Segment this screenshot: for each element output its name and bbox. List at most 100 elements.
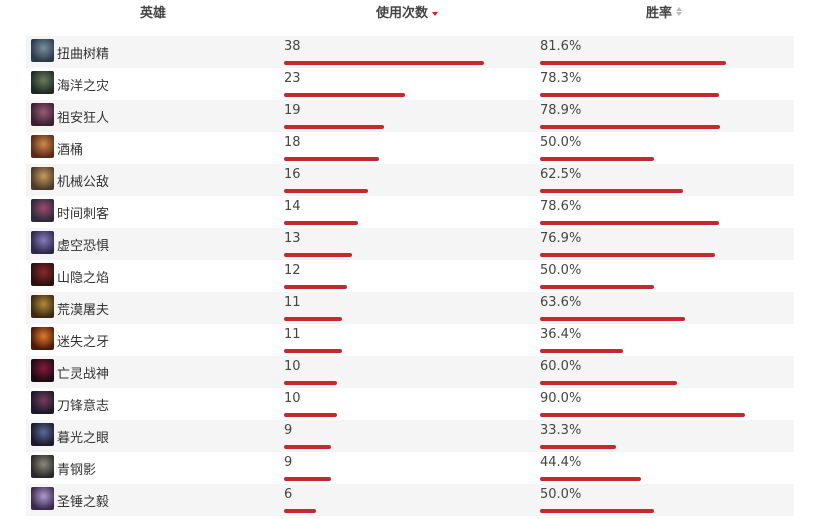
table-row[interactable]: 祖安狂人 19 78.9% <box>26 100 794 132</box>
uses-value: 38 <box>284 39 301 54</box>
uses-bar <box>284 413 337 417</box>
hero-name[interactable]: 酒桶 <box>57 143 84 158</box>
hero-name[interactable]: 亡灵战神 <box>57 367 110 382</box>
hero-avatar <box>31 167 54 190</box>
winrate-value: 90.0% <box>540 391 582 406</box>
winrate-bar <box>540 125 720 129</box>
hero-name[interactable]: 祖安狂人 <box>57 111 110 126</box>
hero-name[interactable]: 圣锤之毅 <box>57 495 110 510</box>
hero-name[interactable]: 刀锋意志 <box>57 399 110 414</box>
hero-name[interactable]: 迷失之牙 <box>57 335 110 350</box>
uses-bar <box>284 317 342 321</box>
winrate-value: 78.9% <box>540 103 582 118</box>
uses-bar <box>284 381 337 385</box>
table-row[interactable]: 山隐之焰 12 50.0% <box>26 260 794 292</box>
hero-name[interactable]: 暮光之眼 <box>57 431 110 446</box>
winrate-bar <box>540 445 616 449</box>
winrate-value: 33.3% <box>540 423 582 438</box>
hero-stats-table: 扭曲树精 38 81.6% 海洋之灾 23 78.3% 祖安狂人 19 78.9% 酒桶 18 50.… <box>26 36 794 516</box>
uses-bar <box>284 157 379 161</box>
hero-name[interactable]: 青钢影 <box>57 463 97 478</box>
uses-value: 6 <box>284 487 293 502</box>
hero-avatar <box>31 295 54 318</box>
hero-name[interactable]: 海洋之灾 <box>57 79 110 94</box>
column-header-hero-label: 英雄 <box>140 6 167 21</box>
winrate-bar <box>540 413 745 417</box>
uses-value: 14 <box>284 199 301 214</box>
column-header-uses-label[interactable]: 使用次数 <box>376 6 429 21</box>
winrate-value: 50.0% <box>540 135 582 150</box>
column-header-uses[interactable]: 使用次数 <box>376 2 439 21</box>
column-header-winrate-label[interactable]: 胜率 <box>646 6 673 21</box>
winrate-value: 76.9% <box>540 231 582 246</box>
hero-name[interactable]: 机械公敌 <box>57 175 110 190</box>
hero-avatar <box>31 487 54 510</box>
hero-name[interactable]: 扭曲树精 <box>57 47 110 62</box>
column-header-winrate[interactable]: 胜率 <box>646 2 683 21</box>
winrate-bar <box>540 349 623 353</box>
uses-value: 11 <box>284 295 301 310</box>
uses-bar <box>284 221 358 225</box>
winrate-bar <box>540 381 677 385</box>
table-row[interactable]: 迷失之牙 11 36.4% <box>26 324 794 356</box>
table-row[interactable]: 刀锋意志 10 90.0% <box>26 388 794 420</box>
uses-value: 16 <box>284 167 301 182</box>
winrate-value: 62.5% <box>540 167 582 182</box>
table-row[interactable]: 青钢影 9 44.4% <box>26 452 794 484</box>
uses-value: 10 <box>284 359 301 374</box>
hero-avatar <box>31 199 54 222</box>
uses-value: 23 <box>284 71 301 86</box>
winrate-bar <box>540 93 719 97</box>
winrate-bar <box>540 253 715 257</box>
table-row[interactable]: 海洋之灾 23 78.3% <box>26 68 794 100</box>
uses-value: 11 <box>284 327 301 342</box>
hero-avatar <box>31 71 54 94</box>
uses-bar <box>284 253 352 257</box>
table-row[interactable]: 暮光之眼 9 33.3% <box>26 420 794 452</box>
winrate-bar <box>540 61 726 65</box>
hero-avatar <box>31 391 54 414</box>
uses-bar <box>284 477 331 481</box>
winrate-bar <box>540 157 654 161</box>
uses-value: 18 <box>284 135 301 150</box>
table-row[interactable]: 酒桶 18 50.0% <box>26 132 794 164</box>
uses-bar <box>284 349 342 353</box>
table-row[interactable]: 扭曲树精 38 81.6% <box>26 36 794 68</box>
table-row[interactable]: 虚空恐惧 13 76.9% <box>26 228 794 260</box>
winrate-bar <box>540 509 654 513</box>
hero-name[interactable]: 虚空恐惧 <box>57 239 110 254</box>
table-row[interactable]: 机械公敌 16 62.5% <box>26 164 794 196</box>
winrate-value: 60.0% <box>540 359 582 374</box>
winrate-value: 78.3% <box>540 71 582 86</box>
winrate-bar <box>540 285 654 289</box>
hero-avatar <box>31 327 54 350</box>
uses-value: 12 <box>284 263 301 278</box>
table-row[interactable]: 圣锤之毅 6 50.0% <box>26 484 794 516</box>
uses-bar <box>284 285 347 289</box>
winrate-bar <box>540 477 641 481</box>
winrate-value: 50.0% <box>540 487 582 502</box>
uses-value: 9 <box>284 455 293 470</box>
hero-name[interactable]: 时间刺客 <box>57 207 110 222</box>
table-row[interactable]: 时间刺客 14 78.6% <box>26 196 794 228</box>
winrate-value: 63.6% <box>540 295 582 310</box>
hero-avatar <box>31 263 54 286</box>
uses-bar <box>284 93 405 97</box>
hero-name[interactable]: 荒漠屠夫 <box>57 303 110 318</box>
winrate-value: 50.0% <box>540 263 582 278</box>
hero-avatar <box>31 231 54 254</box>
table-header: 英雄 使用次数 胜率 <box>0 0 815 22</box>
winrate-value: 44.4% <box>540 455 582 470</box>
table-row[interactable]: 荒漠屠夫 11 63.6% <box>26 292 794 324</box>
uses-value: 9 <box>284 423 293 438</box>
hero-name[interactable]: 山隐之焰 <box>57 271 110 286</box>
uses-value: 13 <box>284 231 301 246</box>
sort-icon[interactable] <box>676 7 683 16</box>
hero-avatar <box>31 135 54 158</box>
uses-value: 10 <box>284 391 301 406</box>
winrate-bar <box>540 221 719 225</box>
sort-desc-icon[interactable] <box>432 7 439 16</box>
uses-bar <box>284 445 331 449</box>
hero-avatar <box>31 423 54 446</box>
table-row[interactable]: 亡灵战神 10 60.0% <box>26 356 794 388</box>
